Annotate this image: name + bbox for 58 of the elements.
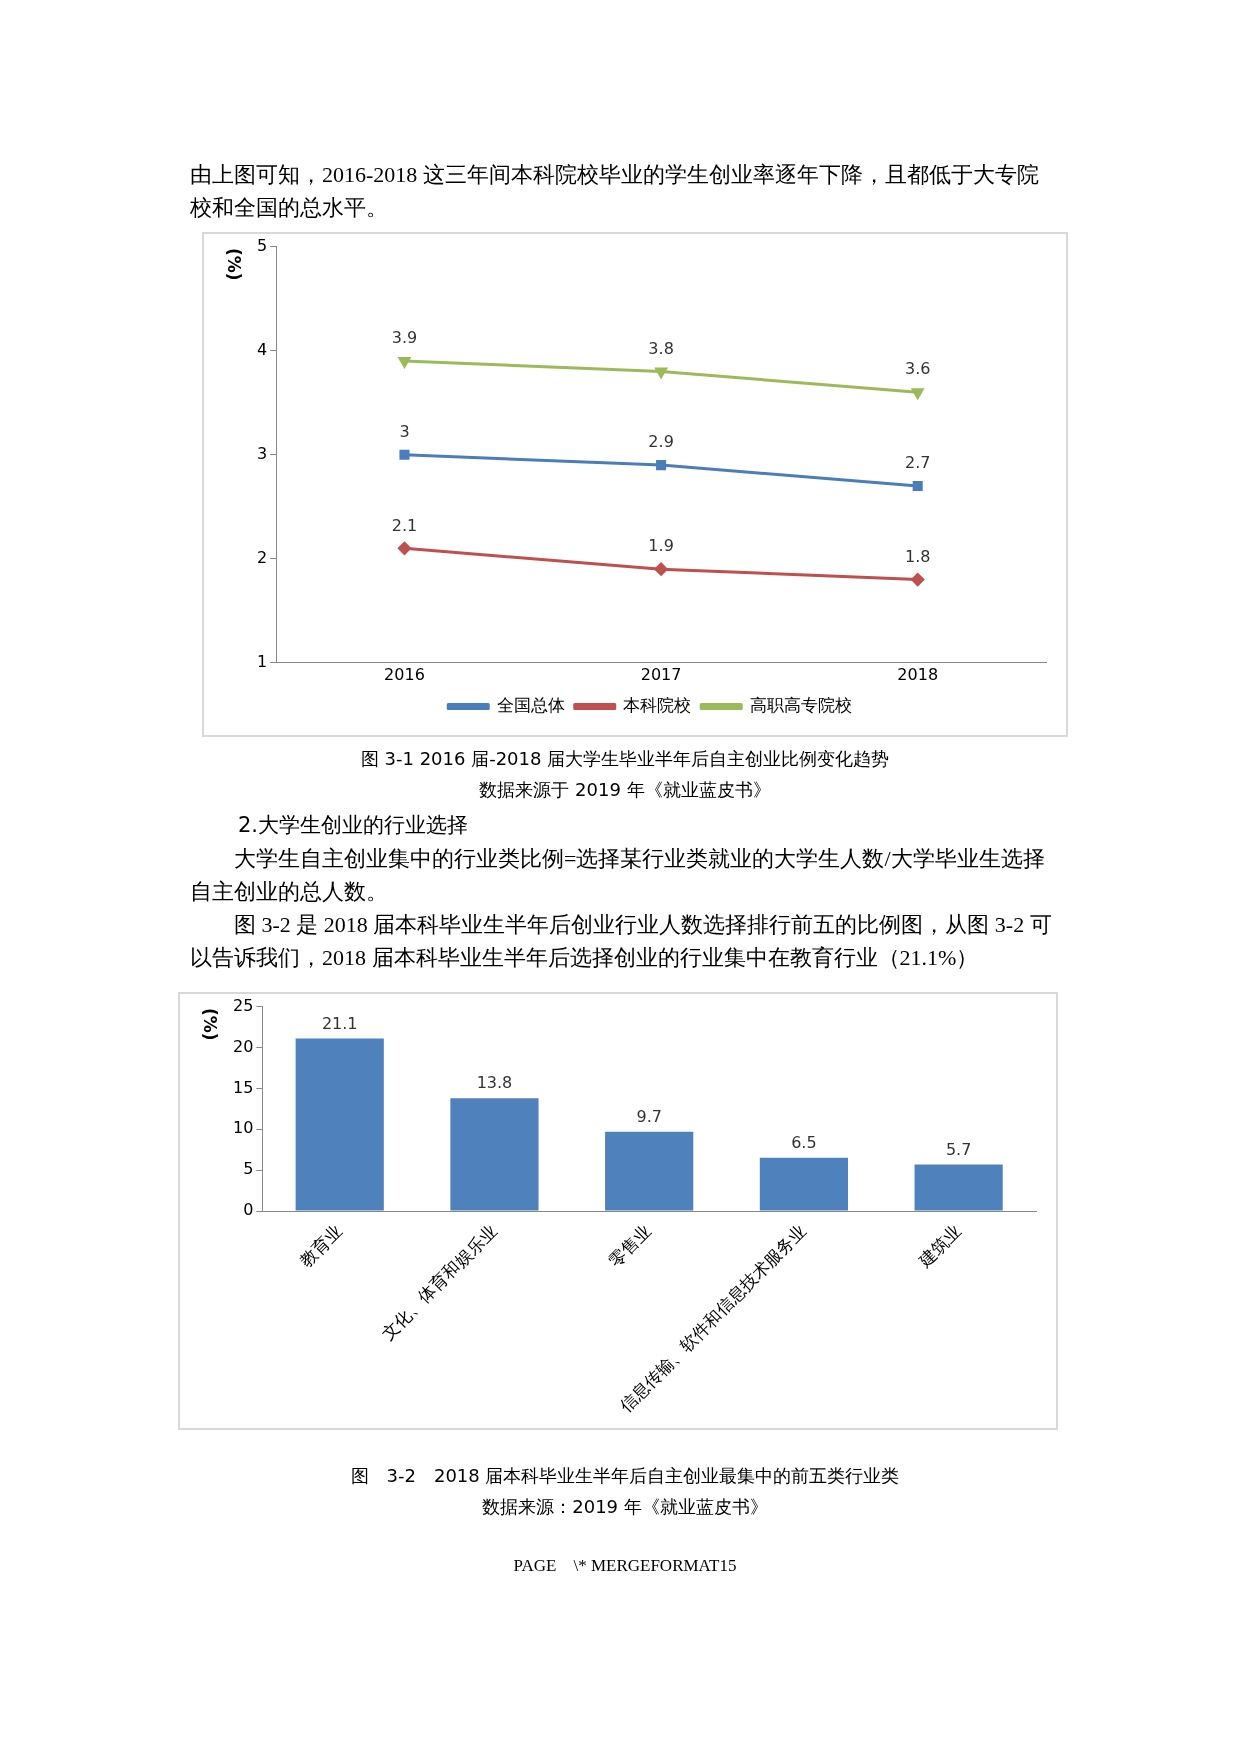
data-label: 1.8 bbox=[904, 546, 931, 566]
legend-label: 全国总体 bbox=[496, 694, 565, 715]
x-tick-label: 2016 bbox=[384, 664, 425, 684]
point bbox=[656, 460, 667, 471]
text: 图 3-2 2018 届本科毕业生半年后自主创业最集中的前五类行业类 bbox=[349, 1464, 901, 1488]
y-tick-label: 15 bbox=[233, 1077, 254, 1097]
bar bbox=[605, 1131, 694, 1211]
bar bbox=[914, 1164, 1003, 1211]
text: 图 3-1 2016 届-2018 届大学生毕业半年后自主创业比例变化趋势 bbox=[359, 747, 891, 771]
bar bbox=[295, 1038, 384, 1211]
y-tick-label: 4 bbox=[256, 339, 268, 359]
y-tick-label: 25 bbox=[233, 995, 254, 1015]
data-label: 21.1 bbox=[321, 1013, 358, 1033]
legend-label: 本科院校 bbox=[623, 694, 692, 715]
y-tick-label: 5 bbox=[256, 235, 268, 255]
point bbox=[399, 449, 410, 460]
data-label: 1.9 bbox=[648, 536, 674, 556]
text: 2.大学生创业的行业选择 bbox=[237, 812, 470, 839]
bar bbox=[759, 1157, 849, 1211]
data-label: 3 bbox=[399, 421, 410, 441]
point bbox=[397, 541, 411, 555]
text: 大学生自主创业集中的行业类比例=选择某行业类就业的大学生人数/大学毕业生选择自主创业的总人数。 bbox=[190, 845, 1046, 906]
y-tick-label: 2 bbox=[256, 547, 268, 567]
data-label: 2.1 bbox=[391, 515, 418, 535]
bar bbox=[450, 1098, 539, 1211]
y-tick-label: 0 bbox=[243, 1200, 254, 1220]
y-tick-label: 20 bbox=[233, 1036, 254, 1056]
x-tick-label: 零售业 bbox=[604, 1221, 656, 1272]
y-tick-label: 10 bbox=[233, 1118, 254, 1138]
y-tick-label: 1 bbox=[256, 651, 268, 671]
data-label: 3.6 bbox=[904, 359, 931, 379]
x-tick-label: 教育业 bbox=[295, 1221, 346, 1272]
legend-label: 高职高专院校 bbox=[749, 694, 852, 715]
data-label: 6.5 bbox=[791, 1133, 817, 1153]
text: PAGE \* MERGEFORMAT15 bbox=[512, 1555, 738, 1577]
data-label: 13.8 bbox=[476, 1073, 513, 1093]
x-tick-label: 建筑业 bbox=[913, 1221, 965, 1272]
data-label: 2.9 bbox=[648, 432, 674, 452]
y-tick-label: 3 bbox=[256, 443, 268, 463]
y-axis-title: (%) bbox=[224, 248, 244, 281]
point bbox=[654, 562, 668, 576]
x-tick-label: 2017 bbox=[640, 664, 682, 684]
data-label: 5.7 bbox=[945, 1139, 972, 1159]
text: 数据来源于 2019 年《就业蓝皮书》 bbox=[478, 778, 772, 802]
data-label: 2.7 bbox=[904, 453, 931, 473]
data-label: 3.9 bbox=[391, 328, 418, 348]
y-tick-label: 5 bbox=[243, 1159, 254, 1179]
text: 数据来源：2019 年《就业蓝皮书》 bbox=[481, 1495, 769, 1519]
y-axis-title: (%) bbox=[200, 1008, 220, 1041]
text: 由上图可知，2016-2018 这三年间本科院校毕业的学生创业率逐年下降，且都低于大专院校和全国的总水平。 bbox=[190, 161, 1040, 222]
point bbox=[911, 573, 925, 587]
x-tick-label: 文化、体育和娱乐业 bbox=[378, 1221, 501, 1344]
data-label: 9.7 bbox=[636, 1106, 662, 1126]
data-label: 3.8 bbox=[648, 338, 674, 358]
caption: 图 3-2 是 2018 届本科毕业生半年后创业行业人数选择排行前五的比例图，从图 3-2 可以告诉我们，2018 届本科毕业生半年后选择创业的行业集中在教育行业（21.1%） bbox=[190, 911, 1053, 972]
x-tick-label: 2018 bbox=[897, 664, 939, 684]
point bbox=[398, 357, 411, 368]
point bbox=[912, 480, 923, 491]
